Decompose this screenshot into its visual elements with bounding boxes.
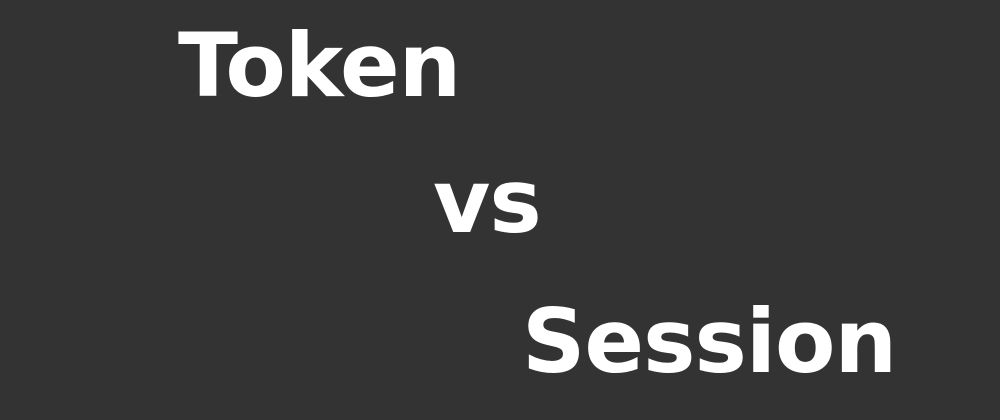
title-word-token: Token: [178, 14, 461, 117]
title-word-vs: vs: [433, 150, 542, 253]
title-word-session: Session: [522, 290, 897, 393]
